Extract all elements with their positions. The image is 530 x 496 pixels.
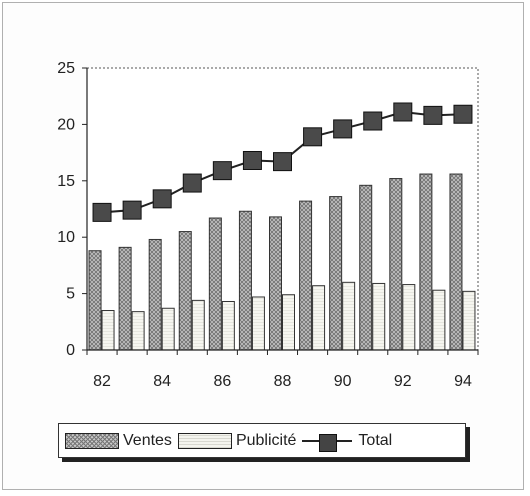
total-point xyxy=(213,162,231,180)
y-tick-label: 0 xyxy=(66,342,75,359)
bar-ventes xyxy=(119,247,131,350)
bar-ventes xyxy=(179,232,191,350)
bar-ventes xyxy=(450,174,462,350)
total-point xyxy=(93,203,111,221)
bar-ventes xyxy=(209,218,221,350)
bar-ventes xyxy=(390,179,402,350)
x-tick-label: 88 xyxy=(274,373,292,390)
legend-label-publicite: Publicité xyxy=(236,432,296,450)
total-point xyxy=(183,174,201,192)
total-point xyxy=(243,151,261,169)
bar-publicite xyxy=(403,285,415,350)
bar-publicite xyxy=(252,297,264,350)
bar-publicite xyxy=(463,291,475,350)
legend-label-ventes: Ventes xyxy=(123,432,172,450)
bar-publicite xyxy=(283,295,295,350)
bar-ventes xyxy=(330,197,342,350)
bar-publicite xyxy=(433,290,445,350)
total-point xyxy=(364,112,382,130)
legend-label-total: Total xyxy=(358,432,392,450)
y-tick-label: 20 xyxy=(57,116,75,133)
total-point xyxy=(153,190,171,208)
x-tick-label: 92 xyxy=(394,373,412,390)
ventes-swatch xyxy=(65,433,119,449)
bar-publicite xyxy=(222,301,234,350)
total-point xyxy=(123,201,141,219)
x-tick-label: 82 xyxy=(93,373,111,390)
bar-ventes xyxy=(300,201,312,350)
y-tick-label: 10 xyxy=(57,229,75,246)
legend-item-total: Total xyxy=(302,432,392,450)
y-tick-label: 5 xyxy=(66,286,75,303)
bar-publicite xyxy=(162,308,174,350)
legend-item-ventes: Ventes xyxy=(65,432,172,450)
bar-ventes xyxy=(149,239,161,350)
x-tick-label: 94 xyxy=(454,373,472,390)
bar-ventes xyxy=(89,251,101,350)
bar-ventes xyxy=(360,185,372,350)
total-point xyxy=(274,153,292,171)
bar-publicite xyxy=(373,283,385,350)
x-tick-label: 86 xyxy=(213,373,231,390)
total-point xyxy=(424,106,442,124)
bar-publicite xyxy=(192,300,204,350)
total-point xyxy=(334,120,352,138)
bar-publicite xyxy=(343,282,355,350)
legend: Ventes Publicité Total xyxy=(58,423,466,458)
bar-publicite xyxy=(313,286,325,350)
bar-ventes xyxy=(420,174,432,350)
bar-publicite xyxy=(102,311,114,350)
bar-ventes xyxy=(239,211,251,350)
y-tick-label: 25 xyxy=(57,60,75,77)
x-tick-label: 84 xyxy=(153,373,171,390)
bar-publicite xyxy=(132,312,144,350)
y-tick-label: 15 xyxy=(57,173,75,190)
publicite-swatch xyxy=(178,433,232,449)
legend-item-publicite: Publicité xyxy=(178,432,296,450)
x-tick-label: 90 xyxy=(334,373,352,390)
bar-ventes xyxy=(270,217,282,350)
total-point xyxy=(394,103,412,121)
total-point xyxy=(304,128,322,146)
total-point xyxy=(454,105,472,123)
total-line-marker-icon xyxy=(302,434,352,448)
